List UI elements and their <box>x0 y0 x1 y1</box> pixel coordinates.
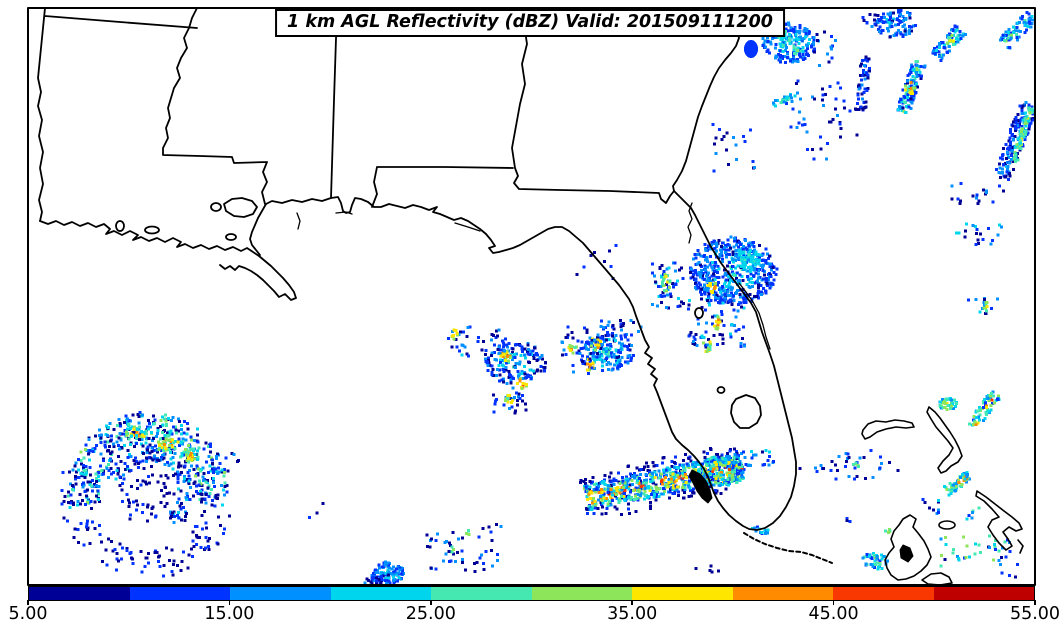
colorbar-segment <box>933 587 1034 600</box>
colorbar-tick-label: 55.00 <box>1009 604 1060 624</box>
map-outlines <box>27 7 1036 586</box>
map-frame <box>27 7 1036 586</box>
great-abaco-island <box>926 406 963 474</box>
south-edge-island <box>921 572 953 586</box>
grand-bahama-island <box>861 419 915 440</box>
colorbar-tick-label: 15.00 <box>204 604 255 624</box>
colorbar-segment <box>732 587 833 600</box>
colorbar-segment <box>29 587 130 600</box>
colorbar-tick <box>430 600 432 605</box>
white-lake <box>144 225 160 235</box>
colorbar-segment <box>330 587 431 600</box>
andros-mangrove-fill <box>899 544 914 563</box>
andros-island <box>884 514 932 581</box>
colorbar-tick <box>228 600 231 605</box>
colorbar-segment <box>431 587 532 600</box>
right-edge-cay <box>1017 539 1024 554</box>
colorbar-segment <box>833 587 934 600</box>
colorbar-segment <box>632 587 733 600</box>
lake-pontchartrain <box>223 197 258 218</box>
colorbar-segment <box>230 587 331 600</box>
colorbar-segment <box>129 587 230 600</box>
lake-kissimmee <box>716 386 726 394</box>
title-box: 1 km AGL Reflectivity (dBZ) Valid: 20150… <box>275 9 785 37</box>
colorbar-tick-label: 5.00 <box>8 604 48 624</box>
berry-islet <box>938 520 956 530</box>
georgia-florida-coastline <box>265 7 797 531</box>
indian-river-lagoon <box>738 282 771 350</box>
colorbar-tick-label: 25.00 <box>405 604 456 624</box>
lake-maurepas <box>210 202 222 212</box>
colorbar-tick <box>631 600 633 605</box>
florida-keys <box>743 532 833 564</box>
state-borders <box>37 7 707 222</box>
louisiana-coast-delta <box>39 203 297 301</box>
colorbar-tick-label: 45.00 <box>808 604 859 624</box>
calcasieu-lake <box>115 220 125 232</box>
lake-salvador <box>225 233 237 241</box>
colorbar-segment <box>531 587 632 600</box>
colorbar-tick <box>27 600 29 605</box>
lake-okeechobee <box>730 394 762 429</box>
st-johns-river <box>687 202 693 244</box>
barrier-islands <box>296 211 481 232</box>
colorbar-tick <box>832 600 835 605</box>
map-title: 1 km AGL Reflectivity (dBZ) Valid: 20150… <box>287 12 773 32</box>
eleuthera-island <box>975 490 1023 551</box>
radar-echo-layer <box>60 8 1035 585</box>
colorbar <box>28 586 1035 601</box>
lake-george <box>694 307 704 319</box>
colorbar-tick-label: 35.00 <box>607 604 658 624</box>
charlotte-harbor-coast-fill <box>688 469 713 504</box>
colorbar-tick <box>1034 600 1036 605</box>
